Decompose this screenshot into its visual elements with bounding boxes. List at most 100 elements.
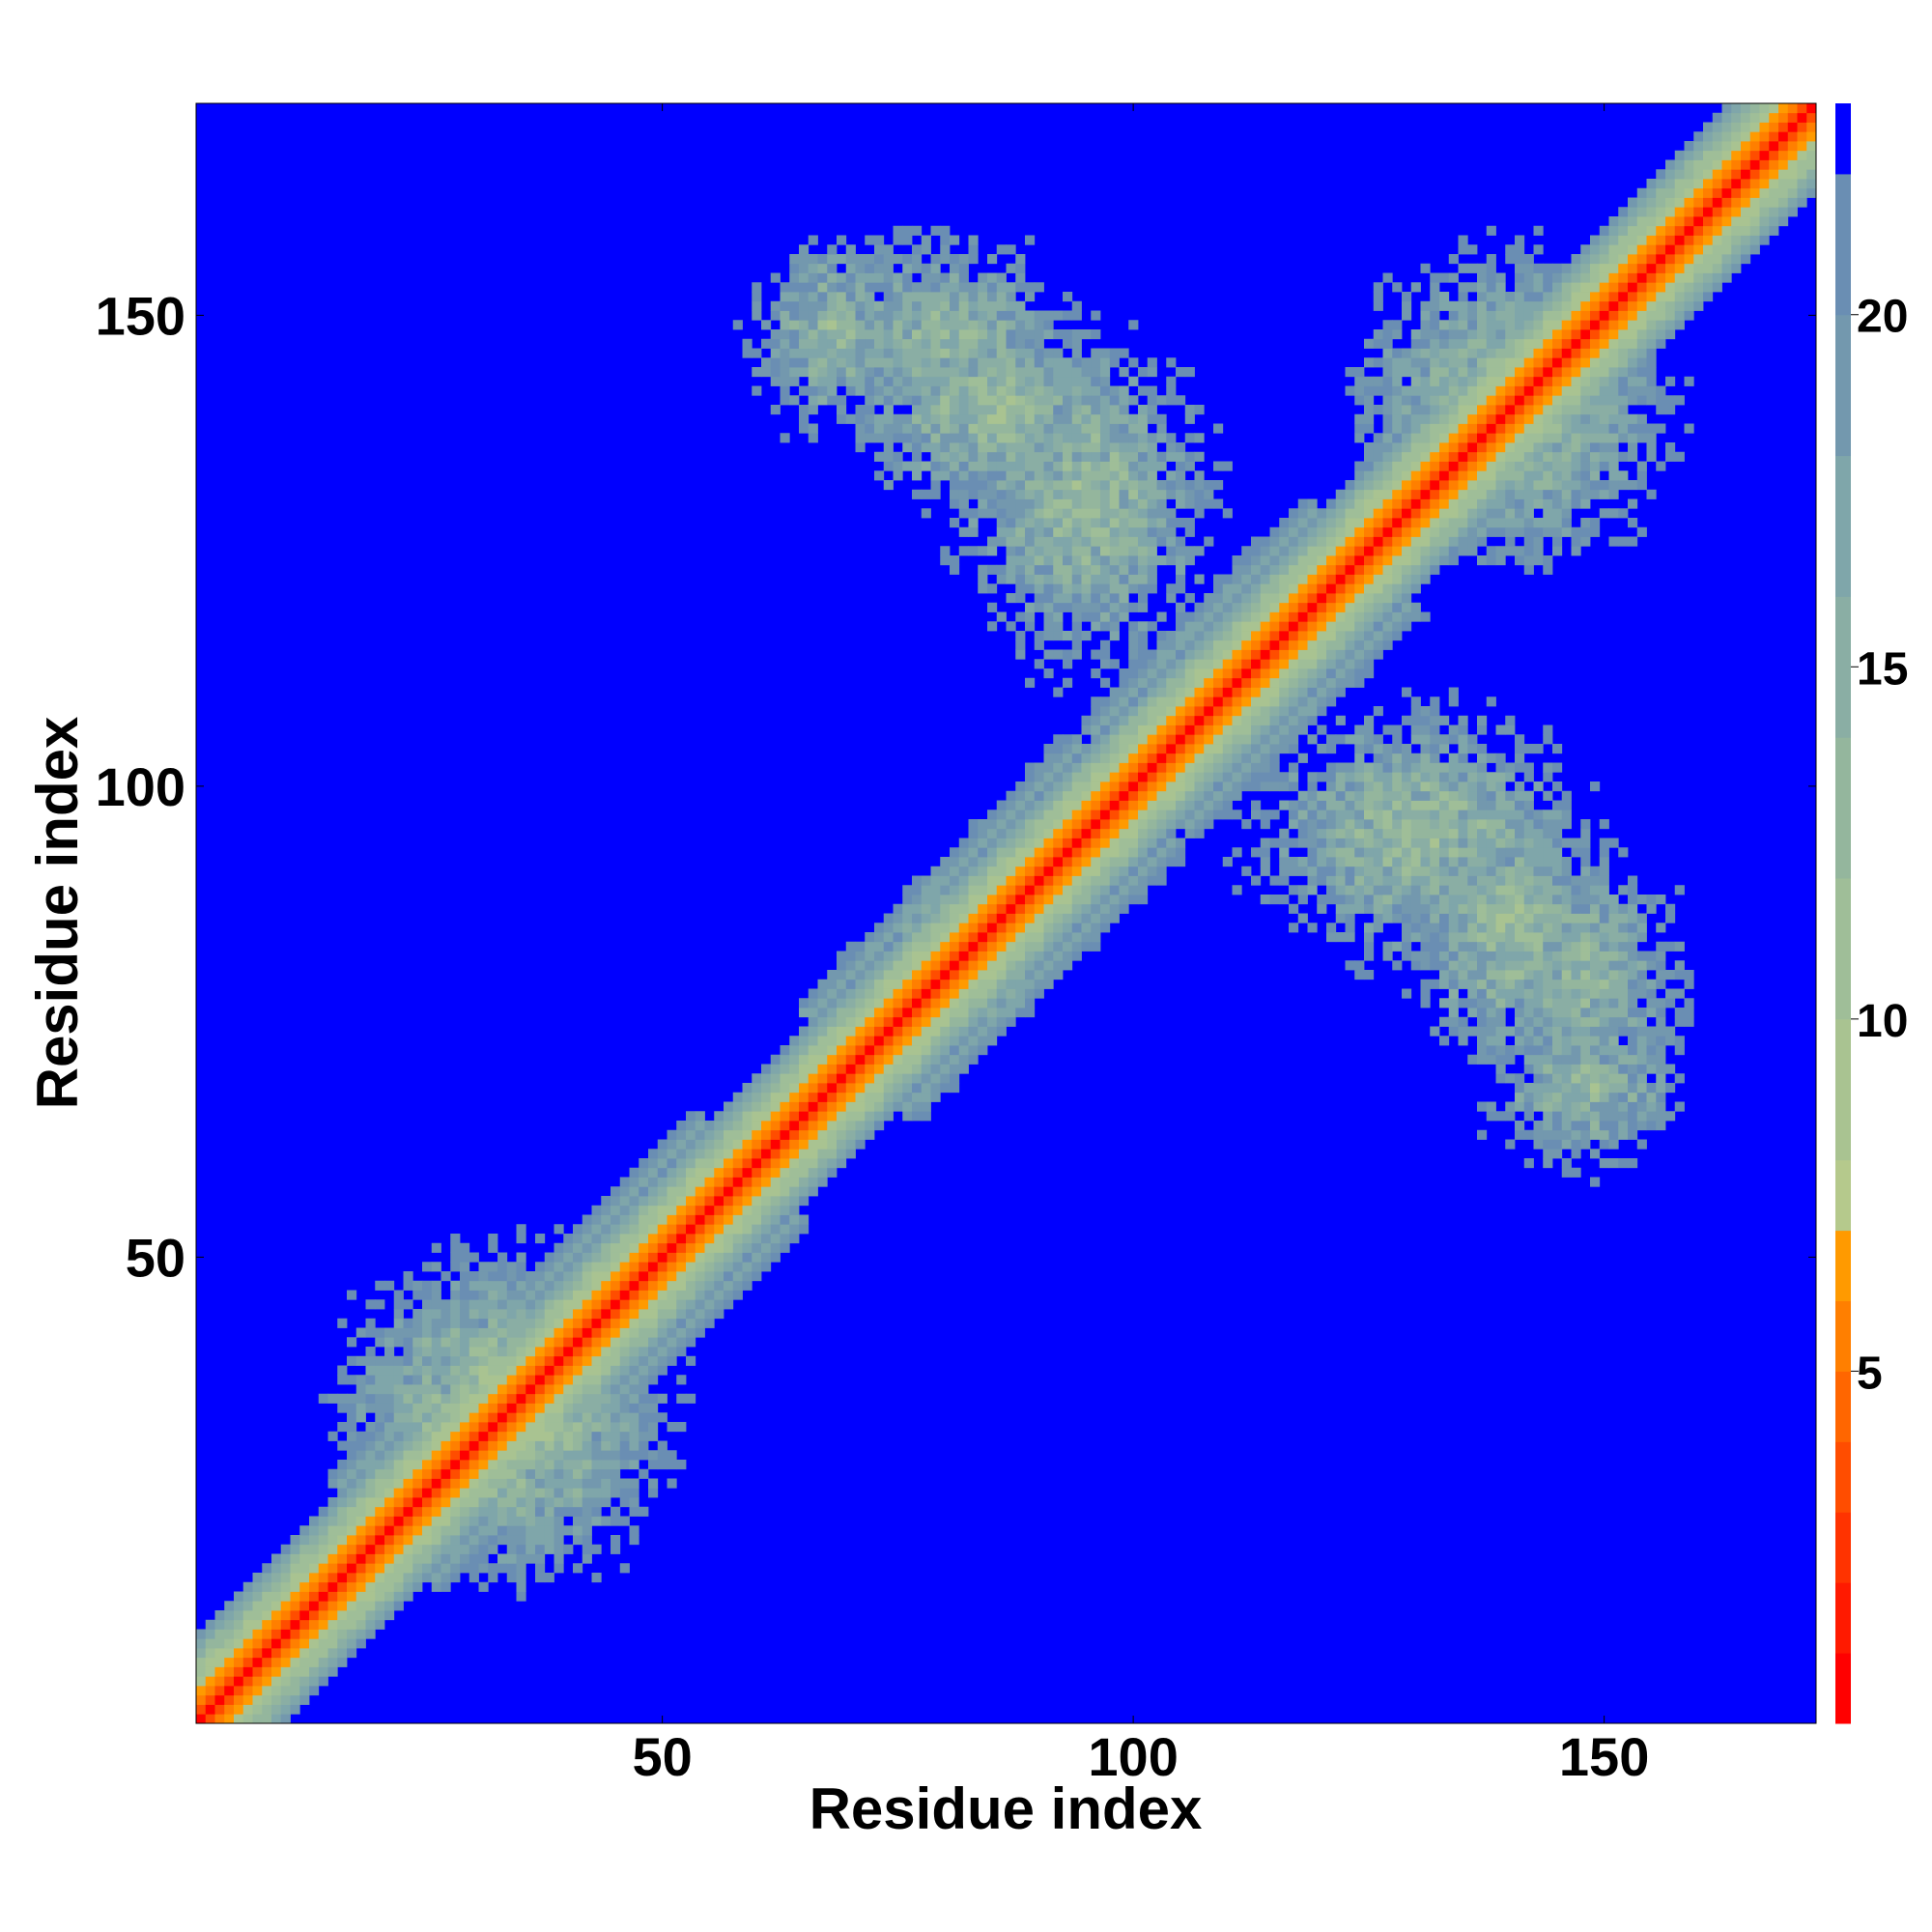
heatmap-cell: [1354, 734, 1365, 745]
heatmap-cell: [1184, 621, 1195, 632]
heatmap-cell: [874, 357, 885, 368]
heatmap-cell: [1176, 659, 1186, 669]
heatmap-cell: [1382, 611, 1393, 622]
heatmap-cell: [958, 1008, 969, 1018]
heatmap-cell: [403, 1271, 413, 1282]
heatmap-cell: [912, 329, 923, 340]
heatmap-cell: [855, 1008, 866, 1018]
heatmap-cell: [375, 1610, 385, 1621]
heatmap-cell: [611, 1252, 621, 1263]
heatmap-cell: [347, 1412, 357, 1423]
heatmap-cell: [431, 1516, 441, 1526]
heatmap-cell: [1410, 847, 1421, 858]
heatmap-cell: [789, 1129, 800, 1140]
heatmap-cell: [431, 1553, 441, 1564]
heatmap-cell: [902, 1111, 913, 1122]
heatmap-cell: [1373, 800, 1383, 810]
heatmap-cell: [601, 1347, 611, 1357]
heatmap-cell: [516, 1478, 526, 1489]
heatmap-cell: [318, 1629, 328, 1639]
heatmap-cell: [450, 1422, 461, 1433]
heatmap-cell: [393, 1318, 404, 1328]
heatmap-cell: [1279, 772, 1290, 782]
heatmap-cell: [1147, 857, 1157, 867]
heatmap-cell: [611, 1318, 621, 1328]
heatmap-cell: [1053, 423, 1064, 434]
heatmap-cell: [1222, 621, 1233, 632]
heatmap-cell: [950, 1016, 960, 1027]
heatmap-cell: [1279, 574, 1290, 584]
heatmap-cell: [1043, 847, 1054, 858]
heatmap-cell: [1317, 677, 1327, 688]
heatmap-cell: [1109, 348, 1120, 358]
heatmap-cell: [629, 1431, 639, 1441]
heatmap-cell: [1015, 405, 1026, 415]
heatmap-cell: [450, 1365, 461, 1376]
heatmap-cell: [704, 1149, 715, 1159]
heatmap-cell: [403, 1337, 413, 1348]
heatmap-cell: [724, 1262, 734, 1272]
heatmap-cell: [1043, 470, 1054, 481]
heatmap-cell: [347, 1497, 357, 1508]
heatmap-cell: [384, 1591, 395, 1602]
heatmap-cell: [1100, 706, 1111, 717]
heatmap-cell: [450, 1355, 461, 1366]
heatmap-cell: [431, 1384, 441, 1395]
heatmap-cell: [845, 979, 856, 989]
heatmap-cell: [799, 310, 810, 321]
heatmap-cell: [591, 1327, 602, 1338]
heatmap-cell: [1006, 847, 1016, 858]
heatmap-cell: [271, 1686, 282, 1696]
heatmap-cell: [1279, 659, 1290, 669]
heatmap-cell: [1279, 706, 1290, 717]
heatmap-cell: [506, 1460, 517, 1470]
heatmap-cell: [1034, 659, 1044, 669]
heatmap-cell: [958, 300, 969, 311]
heatmap-cell: [893, 254, 903, 265]
heatmap-cell: [1402, 838, 1412, 848]
heatmap-cell: [1326, 498, 1337, 509]
heatmap-cell: [1410, 810, 1421, 820]
heatmap-cell: [1354, 546, 1365, 556]
heatmap-cell: [930, 979, 941, 989]
heatmap-cell: [1382, 461, 1393, 471]
heatmap-cell: [582, 1242, 592, 1253]
heatmap-cell: [930, 1045, 941, 1056]
heatmap-cell: [601, 1214, 611, 1225]
heatmap-cell: [1184, 659, 1195, 669]
heatmap-cell: [789, 376, 800, 386]
heatmap-cell: [883, 461, 894, 471]
heatmap-cell: [469, 1384, 479, 1395]
heatmap-cell: [950, 489, 960, 499]
heatmap-cell: [770, 348, 781, 358]
heatmap-cell: [1222, 810, 1233, 820]
heatmap-cell: [1335, 631, 1346, 641]
heatmap-cell: [1006, 451, 1016, 462]
heatmap-cell: [940, 546, 951, 556]
heatmap-cell: [516, 1252, 526, 1263]
heatmap-cell: [516, 1525, 526, 1536]
heatmap-cell: [469, 1440, 479, 1451]
heatmap-cell: [1364, 659, 1375, 669]
heatmap-cell: [1373, 885, 1383, 895]
heatmap-cell: [573, 1234, 583, 1244]
heatmap-cell: [1100, 857, 1111, 867]
heatmap-cell: [1015, 583, 1026, 594]
heatmap-cell: [724, 1205, 734, 1215]
heatmap-cell: [1006, 518, 1016, 528]
heatmap-cell: [1410, 866, 1421, 876]
heatmap-cell: [365, 1563, 376, 1574]
heatmap-cell: [591, 1516, 602, 1526]
heatmap-cell: [930, 998, 941, 1009]
heatmap-cell: [497, 1478, 508, 1489]
heatmap-cell: [1063, 292, 1073, 302]
heatmap-cell: [516, 1234, 526, 1244]
heatmap-cell: [1392, 536, 1403, 547]
heatmap-cell: [667, 1149, 677, 1159]
heatmap-cell: [431, 1497, 441, 1508]
heatmap-cell: [724, 1299, 734, 1310]
heatmap-cell: [1326, 621, 1337, 632]
heatmap-cell: [1297, 593, 1308, 604]
heatmap-cell: [1081, 724, 1092, 735]
heatmap-cell: [1138, 895, 1149, 905]
